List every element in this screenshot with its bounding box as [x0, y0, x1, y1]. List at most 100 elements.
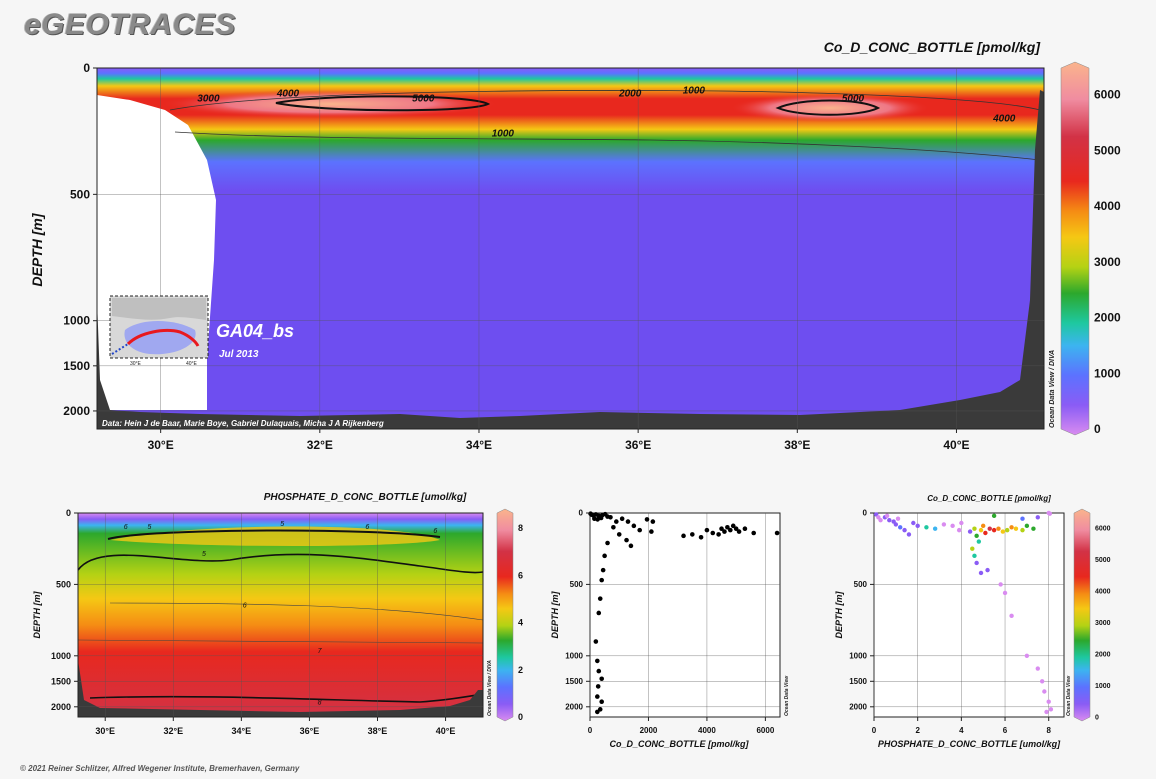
- main-grid: [97, 68, 1044, 429]
- y-tick-label: 1000: [51, 651, 71, 661]
- data-point: [599, 676, 604, 682]
- y-tick-label: 0: [579, 509, 584, 518]
- data-point: [736, 529, 742, 534]
- data-point: [983, 530, 988, 536]
- data-point: [614, 519, 619, 524]
- data-point: [649, 529, 654, 534]
- contour-label: 8: [318, 700, 322, 707]
- co-vs-phosphate-grid: [873, 513, 1064, 717]
- phosphate-contour-labels: 6 5 6 6 5 5 6 7 8: [124, 521, 438, 707]
- colorbar-tick-label: 4: [518, 618, 523, 628]
- data-point: [595, 658, 600, 664]
- y-tick-label: 0: [66, 508, 71, 518]
- data-point: [1031, 526, 1036, 531]
- phosphate-contour-8: [89, 693, 484, 703]
- y-tick-label: 1500: [565, 677, 583, 686]
- data-point: [595, 709, 600, 715]
- data-point: [719, 526, 724, 532]
- data-point: [972, 526, 977, 531]
- data-point: [595, 684, 601, 689]
- cruise-track-west: [111, 343, 129, 355]
- phosphate-side-label: Ocean Data View / DIVA: [487, 660, 493, 716]
- contour-label: 5: [148, 524, 152, 531]
- data-point: [595, 694, 600, 699]
- co-profile-ylabel: DEPTH [m]: [550, 590, 560, 638]
- colorbar-tick-label: 8: [518, 523, 523, 533]
- data-point: [974, 533, 979, 539]
- data-point: [906, 532, 912, 537]
- data-point: [932, 526, 938, 531]
- data-point: [893, 522, 899, 527]
- data-point: [1044, 709, 1049, 715]
- data-point: [631, 523, 637, 529]
- x-tick-label: 32°E: [307, 438, 333, 452]
- phosphate-contour-5-west: [107, 529, 441, 540]
- y-tick-label: 0: [83, 61, 90, 75]
- colorbar-tick-label: 2000: [1094, 311, 1121, 325]
- y-tick-label: 1500: [849, 677, 867, 686]
- data-point: [1046, 699, 1051, 704]
- data-point: [616, 532, 622, 537]
- data-point: [1009, 525, 1014, 530]
- contour-1000-lower: [174, 131, 1041, 161]
- x-tick-label: 38°E: [368, 726, 388, 736]
- y-tick-label: 2000: [51, 702, 71, 712]
- data-point: [742, 526, 748, 532]
- data-point: [774, 530, 780, 536]
- data-point: [902, 527, 907, 533]
- data-point: [625, 519, 631, 524]
- data-point: [1035, 666, 1040, 671]
- colorbar-tick-label: 2: [518, 665, 523, 675]
- data-point: [1048, 707, 1054, 712]
- phosphate-plot-field: [78, 513, 483, 717]
- data-point: [599, 577, 604, 583]
- data-point: [733, 526, 739, 532]
- data-point: [1024, 653, 1030, 658]
- x-tick-label: 30°E: [95, 726, 115, 736]
- data-point: [725, 524, 730, 530]
- data-point: [978, 527, 984, 533]
- data-point: [710, 530, 716, 536]
- inset-map: 30°E 40°E: [109, 295, 209, 367]
- data-point: [924, 525, 929, 530]
- main-contour-labels: 3000 4000 5000 2000 1000 5000 4000 1000: [197, 86, 1015, 140]
- phosphate-plot-frame: [77, 512, 484, 718]
- y-tick-label: 1000: [63, 314, 90, 328]
- colorbar-tick-label: 6000: [1094, 88, 1121, 102]
- data-point: [1042, 689, 1047, 694]
- data-point: [595, 517, 600, 522]
- contour-label: 5000: [412, 93, 435, 104]
- data-point: [704, 527, 710, 533]
- phosphate-colorbar-bar: [496, 508, 514, 722]
- data-point: [650, 519, 656, 524]
- inset-land: [112, 298, 206, 320]
- brand-title: eGEOTRACES: [24, 8, 236, 41]
- main-axis-ticks: 30°E 32°E 34°E 36°E 38°E 40°E 0 500 1000 1500 2000: [63, 61, 969, 452]
- colorbar-tick-label: 4000: [1094, 199, 1121, 213]
- main-colorbar-bar: [1060, 61, 1090, 436]
- x-tick-label: 36°E: [300, 726, 320, 736]
- data-point: [987, 526, 992, 531]
- co-vs-phosphate-plot-field: [873, 512, 1065, 718]
- co-vs-phosphate-points: [873, 510, 1054, 715]
- x-tick-label: 40°E: [436, 726, 456, 736]
- main-title: Co_D_CONC_BOTTLE [pmol/kg]: [824, 39, 1042, 55]
- data-point: [978, 570, 984, 576]
- co-vs-phosphate-colorbar-bar: [1073, 508, 1091, 722]
- data-point: [1000, 529, 1006, 534]
- x-tick-label: 6: [1003, 726, 1008, 735]
- x-tick-label: 0: [872, 726, 877, 735]
- phosphate-contour-5-deep: [77, 553, 484, 574]
- data-point: [895, 516, 901, 521]
- main-plot-field: [97, 68, 1044, 429]
- contour-label: 6: [365, 524, 369, 531]
- colorbar-tick-label: 3000: [1094, 255, 1121, 269]
- y-tick-label: 500: [570, 580, 584, 589]
- cruise-label: GA04_bs: [216, 321, 294, 341]
- main-colorbar-ticks: 0 1000 2000 3000 4000 5000 6000: [1094, 88, 1121, 436]
- co-vs-phosphate-ylabel: DEPTH [m]: [834, 590, 844, 638]
- data-point: [611, 524, 616, 530]
- phosphate-axis-ticks: 30°E 32°E 34°E 36°E 38°E 40°E 0 500 1000 1500 2000: [51, 508, 455, 736]
